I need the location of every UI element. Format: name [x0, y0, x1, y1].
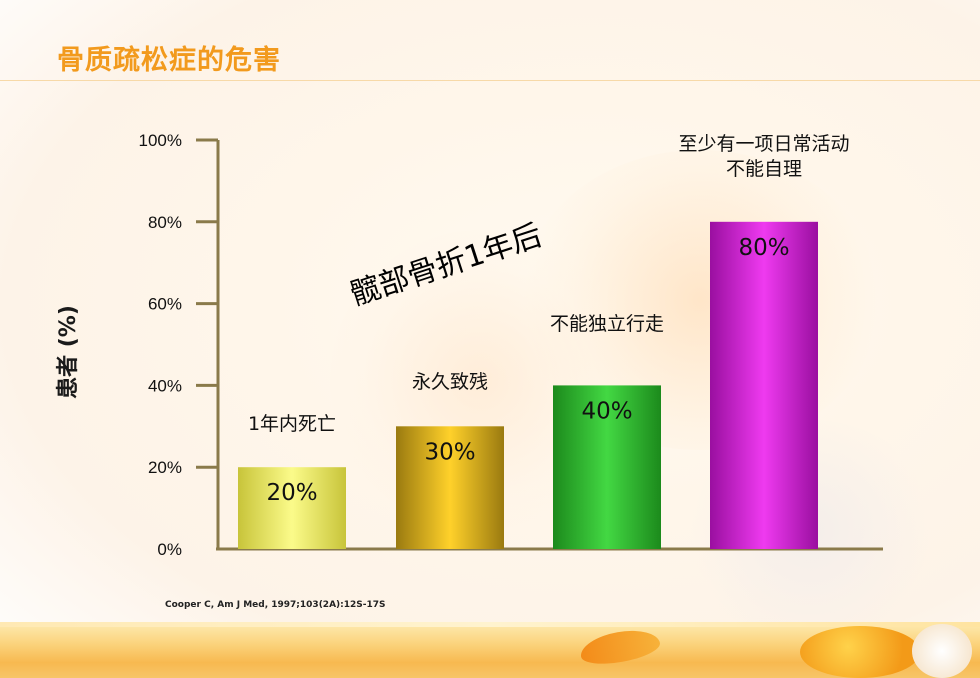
- y-tick-label: 100%: [139, 131, 182, 150]
- y-axis-label: 患者 (%): [56, 305, 81, 399]
- footer-highlight: [0, 622, 980, 628]
- page-title: 骨质疏松症的危害: [57, 45, 281, 76]
- bar-value-label: 80%: [738, 235, 789, 261]
- category-label: 不能独立行走: [550, 313, 664, 335]
- bar: [553, 385, 661, 549]
- category-label: 1年内死亡: [248, 413, 336, 435]
- bar-value-label: 40%: [581, 398, 632, 424]
- category-label: 永久致残: [412, 371, 488, 393]
- bar-value-label: 20%: [266, 480, 317, 506]
- y-tick-label: 0%: [157, 540, 182, 559]
- bar: [710, 221, 818, 550]
- source-citation: Cooper C, Am J Med, 1997;103(2A):12S-17S: [165, 600, 386, 610]
- flower-decoration: [800, 626, 920, 678]
- title-divider: [0, 80, 980, 81]
- bar: [396, 426, 504, 549]
- flower-decoration: [912, 624, 972, 678]
- category-label: 至少有一项日常活动不能自理: [678, 133, 849, 180]
- bar-value-label: 30%: [424, 439, 475, 465]
- y-tick-label: 60%: [148, 295, 182, 314]
- y-tick-label: 20%: [148, 458, 182, 477]
- y-tick-label: 80%: [148, 213, 182, 232]
- bar: [238, 467, 346, 549]
- y-tick-label: 40%: [148, 376, 182, 395]
